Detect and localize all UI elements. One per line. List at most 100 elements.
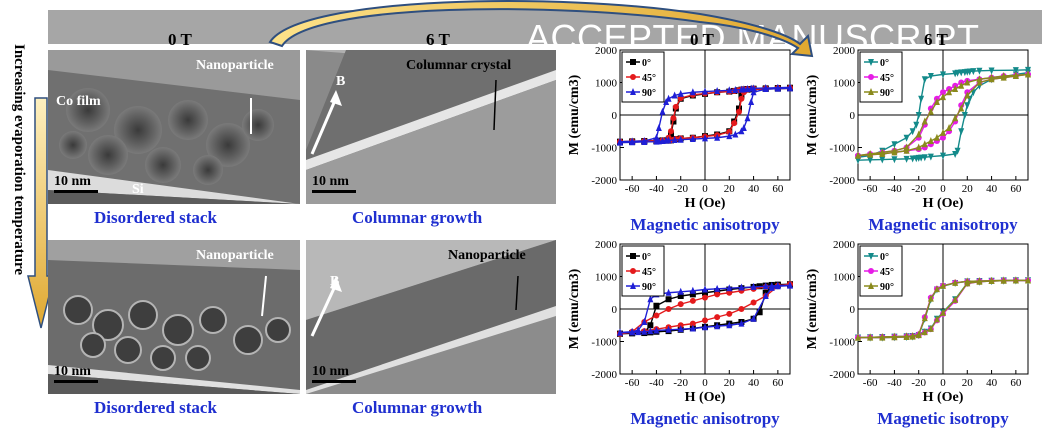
label-nanoparticle: Nanoparticle	[448, 248, 526, 263]
data-point	[952, 278, 959, 286]
tem-image-top-right: Columnar crystal B 10 nm	[306, 50, 556, 204]
x-tick-label: 40	[986, 377, 998, 389]
plot-caption: Magnetic anisotropy	[630, 409, 780, 428]
tem-image-top-left: Nanoparticle Co film Si 10 nm	[48, 50, 300, 204]
x-tick-label: -20	[911, 183, 926, 195]
caption-bottom-right: Columnar growth	[352, 398, 483, 417]
data-point	[921, 328, 928, 336]
x-axis-label: H (Oe)	[685, 390, 726, 405]
data-point	[927, 137, 934, 144]
data-point	[714, 133, 721, 141]
y-tick-label: -2000	[591, 369, 617, 381]
data-point	[647, 322, 654, 329]
data-point	[1012, 276, 1019, 284]
hysteresis-plot-top-right: -60 -40 -20 0 20 40 60 -2000 -1000 0 1000 2000 H (Oe…	[805, 45, 1031, 234]
data-point	[952, 114, 959, 122]
data-point	[689, 286, 696, 294]
x-tick-label: -60	[863, 183, 878, 195]
legend-marker	[868, 268, 874, 274]
y-tick-label: -2000	[829, 175, 855, 187]
data-point	[714, 314, 721, 321]
down-arrow-icon	[27, 97, 55, 329]
data-point	[672, 103, 679, 110]
data-point	[653, 302, 660, 309]
data-point	[665, 296, 672, 303]
accepted-manuscript-banner: ACCEPTED MANUSCRIPT	[48, 10, 1042, 58]
data-point	[927, 153, 934, 161]
data-point	[1025, 70, 1031, 78]
data-point	[921, 117, 928, 125]
data-point	[909, 155, 916, 163]
legend-label: 90°	[642, 282, 656, 293]
data-point	[909, 128, 916, 136]
legend-label: 0°	[642, 58, 651, 69]
data-point	[738, 92, 745, 99]
data-point	[970, 68, 977, 76]
legend-label: 90°	[642, 88, 656, 99]
legend-label: 45°	[642, 73, 656, 84]
y-tick-label: -1000	[591, 337, 617, 349]
data-point	[927, 324, 934, 332]
data-point	[762, 85, 769, 92]
data-point	[964, 78, 971, 86]
data-point	[736, 108, 742, 115]
data-point	[726, 128, 733, 135]
data-point	[952, 295, 959, 303]
legend: 0° 45° 90°	[621, 51, 665, 103]
x-tick-label: 0	[940, 183, 946, 195]
data-point	[665, 288, 672, 296]
caption-top-right: Columnar growth	[352, 208, 483, 227]
data-point	[879, 333, 886, 341]
hysteresis-plot-bottom-right: -60 -40 -20 0 20 40 60 -2000 -1000 0 1000 2000 H (Oe…	[805, 239, 1031, 428]
y-tick-label: 0	[612, 304, 618, 316]
tem-image-bottom-right: Nanoparticle B 10 nm	[306, 240, 556, 394]
data-point	[903, 146, 910, 154]
data-point	[702, 317, 708, 324]
y-tick-label: 2000	[833, 239, 856, 251]
data-point	[964, 102, 971, 110]
data-point	[915, 331, 922, 339]
data-point	[933, 315, 940, 323]
data-point	[921, 314, 928, 322]
y-tick-label: 1000	[595, 272, 618, 284]
data-point	[958, 81, 965, 89]
data-point	[702, 285, 708, 293]
data-point	[867, 156, 874, 164]
data-point	[933, 98, 940, 105]
data-point	[921, 76, 928, 84]
data-point	[726, 132, 733, 140]
data-point	[689, 135, 696, 143]
data-point	[647, 295, 654, 303]
x-tick-label: 0	[940, 377, 946, 389]
y-axis-label: M (emu/cm3)	[805, 74, 820, 155]
data-point	[913, 121, 920, 129]
data-point	[915, 143, 922, 151]
x-tick-label: -40	[649, 377, 664, 389]
data-point	[668, 128, 674, 135]
scale-bar-label: 10 nm	[312, 364, 349, 379]
data-point	[964, 279, 971, 287]
x-tick-label: -40	[649, 183, 664, 195]
data-point	[653, 133, 660, 141]
label-si: Si	[132, 182, 144, 197]
data-point	[921, 154, 928, 162]
data-point	[976, 67, 983, 75]
plot-caption: Magnetic anisotropy	[868, 215, 1018, 234]
scale-bar-label: 10 nm	[312, 174, 349, 189]
data-point	[954, 147, 961, 155]
legend: 0° 45° 90°	[859, 51, 903, 103]
series-90°	[617, 281, 793, 336]
data-point	[988, 75, 995, 83]
data-point	[750, 84, 757, 92]
x-tick-label: -40	[887, 377, 902, 389]
data-point	[921, 140, 928, 148]
legend-marker	[868, 74, 874, 80]
x-tick-label: 20	[724, 377, 736, 389]
data-point	[629, 138, 636, 146]
data-point	[665, 94, 672, 102]
data-point	[933, 285, 940, 293]
x-axis-label: H (Oe)	[923, 390, 964, 405]
data-point	[689, 320, 696, 327]
legend-marker	[868, 253, 874, 260]
y-tick-label: 1000	[833, 78, 856, 90]
